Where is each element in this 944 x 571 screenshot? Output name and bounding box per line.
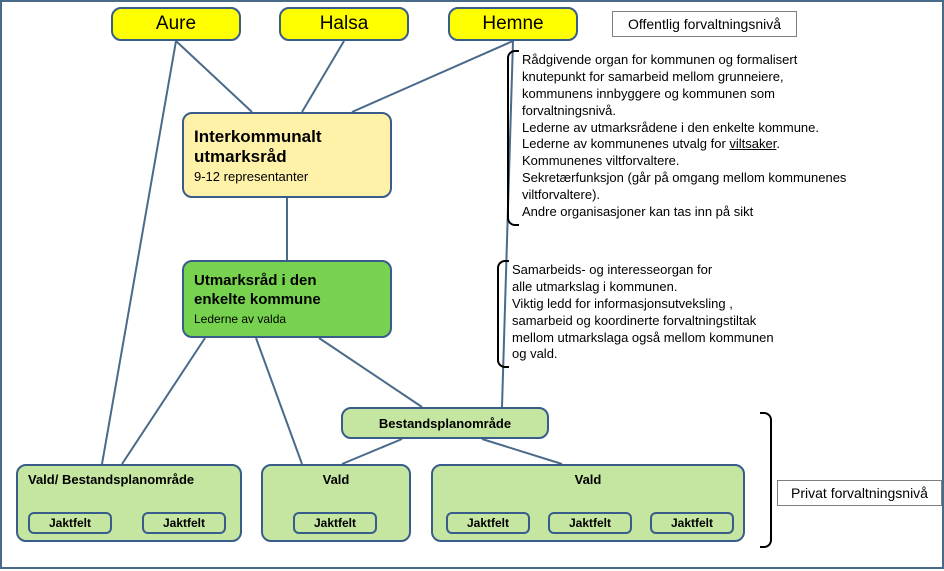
utmarksrad-title: Utmarksråd i den enkelte kommune xyxy=(194,272,380,310)
desc-utmarksrad: Samarbeids- og interesseorgan foralle ut… xyxy=(512,262,872,363)
jaktfelt-box: Jaktfelt xyxy=(142,512,226,534)
vald-label: Vald xyxy=(443,472,733,487)
bracket-private xyxy=(760,412,772,548)
jaktfelt-box: Jaktfelt xyxy=(548,512,632,534)
jaktfelt-box: Jaktfelt xyxy=(293,512,377,534)
vald-label: Vald xyxy=(273,472,399,487)
bracket-desc1 xyxy=(507,50,519,226)
interkommunalt-box: Interkommunalt utmarksråd 9-12 represent… xyxy=(182,112,392,198)
jaktfelt-box: Jaktfelt xyxy=(650,512,734,534)
interkommunalt-title: Interkommunalt utmarksråd xyxy=(194,127,380,167)
municipality-hemne: Hemne xyxy=(448,7,578,41)
municipality-aure: Aure xyxy=(111,7,241,41)
bracket-desc2 xyxy=(497,260,509,368)
municipality-halsa: Halsa xyxy=(279,7,409,41)
vald-label: Vald/ Bestandsplanområde xyxy=(28,472,194,487)
jaktfelt-box: Jaktfelt xyxy=(446,512,530,534)
utmarksrad-sub: Lederne av valda xyxy=(194,312,380,326)
public-level-label: Offentlig forvaltningsnivå xyxy=(612,11,797,37)
jaktfelt-box: Jaktfelt xyxy=(28,512,112,534)
utmarksrad-box: Utmarksråd i den enkelte kommune Lederne… xyxy=(182,260,392,338)
interkommunalt-sub: 9-12 representanter xyxy=(194,169,380,184)
private-level-label: Privat forvaltningsnivå xyxy=(777,480,942,506)
bestandsplan-box: Bestandsplanområde xyxy=(341,407,549,439)
desc-interkommunalt: Rådgivende organ for kommunen og formali… xyxy=(522,52,927,221)
